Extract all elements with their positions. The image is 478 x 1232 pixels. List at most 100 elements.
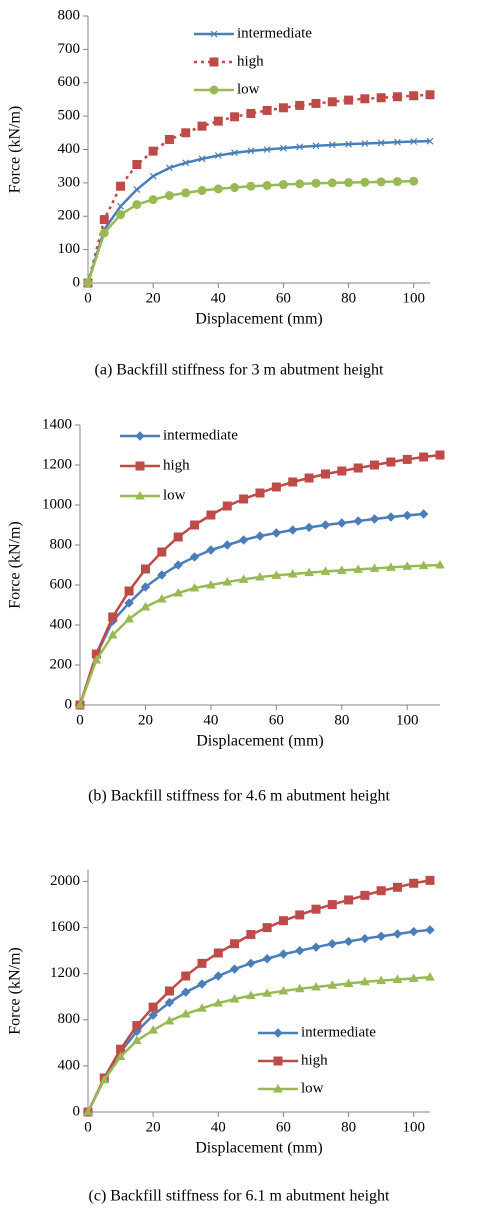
- marker: [386, 457, 396, 467]
- marker: [327, 900, 337, 910]
- x-tick-label: 100: [402, 290, 425, 306]
- marker: [206, 510, 216, 520]
- y-tick-label: 400: [50, 616, 73, 632]
- marker: [148, 1010, 158, 1020]
- marker: [295, 910, 305, 920]
- marker: [311, 178, 321, 188]
- marker: [320, 566, 331, 575]
- marker: [402, 510, 412, 521]
- marker: [344, 178, 354, 188]
- marker: [164, 134, 174, 144]
- marker: [246, 108, 256, 118]
- legend-marker: [135, 490, 145, 500]
- marker: [376, 975, 387, 985]
- marker: [288, 477, 298, 487]
- caption: (c) Backfill stiffness for 6.1 m abutmen…: [89, 1188, 391, 1205]
- marker: [376, 886, 386, 896]
- marker: [359, 976, 370, 986]
- y-tick-label: 400: [58, 1057, 81, 1073]
- marker: [99, 1074, 110, 1084]
- marker: [245, 990, 256, 1000]
- x-tick-label: 60: [276, 1119, 291, 1135]
- marker: [320, 520, 331, 530]
- marker: [181, 128, 191, 138]
- chart: 0 400 800 1200 1600 2000 0 20 40 60 80 100 Displacem…: [7, 870, 435, 1205]
- marker: [408, 973, 419, 982]
- marker: [344, 895, 354, 905]
- marker: [75, 699, 85, 709]
- marker: [304, 567, 314, 577]
- y-tick-label: 100: [58, 241, 81, 257]
- marker: [409, 91, 419, 101]
- y-tick-label: 300: [58, 174, 81, 190]
- marker: [91, 654, 102, 664]
- marker: [345, 140, 352, 148]
- marker: [116, 210, 126, 220]
- series-line: [78, 512, 424, 706]
- x-axis-label: Displacement (mm): [196, 733, 324, 750]
- marker: [197, 121, 207, 131]
- marker: [288, 525, 298, 535]
- marker: [311, 904, 321, 914]
- marker: [166, 164, 173, 172]
- marker: [180, 1009, 191, 1018]
- marker: [182, 159, 190, 167]
- marker: [156, 593, 167, 603]
- series-line: [86, 179, 414, 284]
- marker: [418, 509, 429, 519]
- legend-marker: [273, 1056, 283, 1066]
- marker: [124, 586, 134, 596]
- marker: [425, 875, 435, 885]
- legend-marker: [135, 461, 145, 471]
- y-axis-label: Force (kN/m): [7, 947, 24, 1035]
- x-axis-label: Displacement (mm): [195, 1140, 323, 1157]
- marker: [131, 1035, 142, 1045]
- x-tick-label: 80: [334, 712, 349, 728]
- marker: [140, 582, 151, 592]
- marker: [425, 90, 435, 100]
- marker: [353, 463, 363, 473]
- y-tick-label: 1200: [42, 456, 72, 472]
- legend-label: low: [237, 81, 260, 97]
- y-tick-label: 200: [58, 208, 81, 224]
- legend-marker: [210, 30, 218, 38]
- marker: [148, 1025, 159, 1034]
- marker: [262, 923, 272, 933]
- marker: [133, 186, 141, 193]
- marker: [132, 1021, 142, 1031]
- chart: 0 100 200 300 400 500 600 700 800 0 20 40 60 80 100 Dis…: [7, 7, 435, 379]
- marker: [376, 93, 386, 103]
- marker: [148, 195, 158, 205]
- marker: [197, 958, 207, 968]
- marker: [262, 181, 272, 191]
- marker: [425, 925, 435, 935]
- y-axis-label: Force (kN/m): [7, 106, 24, 194]
- legend-label: high: [237, 53, 264, 69]
- legend-marker: [135, 431, 145, 441]
- marker: [311, 981, 321, 991]
- marker: [343, 978, 354, 988]
- chart: 0 200 400 600 800 1000 1200 1400 0 20 40 60 80 100 Dis…: [7, 416, 445, 805]
- marker: [435, 559, 445, 569]
- marker: [148, 1002, 158, 1012]
- marker: [271, 528, 282, 538]
- x-tick-label: 80: [341, 290, 356, 306]
- marker: [222, 501, 232, 511]
- marker: [157, 547, 167, 557]
- marker: [255, 531, 265, 541]
- marker: [369, 514, 380, 524]
- marker: [213, 184, 223, 194]
- x-tick-label: 100: [402, 1119, 425, 1135]
- marker: [181, 971, 191, 981]
- marker: [229, 994, 240, 1003]
- y-tick-label: 1600: [50, 919, 80, 935]
- marker: [206, 545, 216, 555]
- marker: [238, 574, 249, 583]
- legend-marker: [209, 85, 219, 95]
- y-tick-label: 200: [50, 656, 73, 672]
- marker: [108, 612, 118, 622]
- marker: [336, 565, 347, 574]
- y-tick-label: 2000: [50, 873, 80, 889]
- marker: [132, 160, 142, 170]
- marker: [278, 916, 288, 926]
